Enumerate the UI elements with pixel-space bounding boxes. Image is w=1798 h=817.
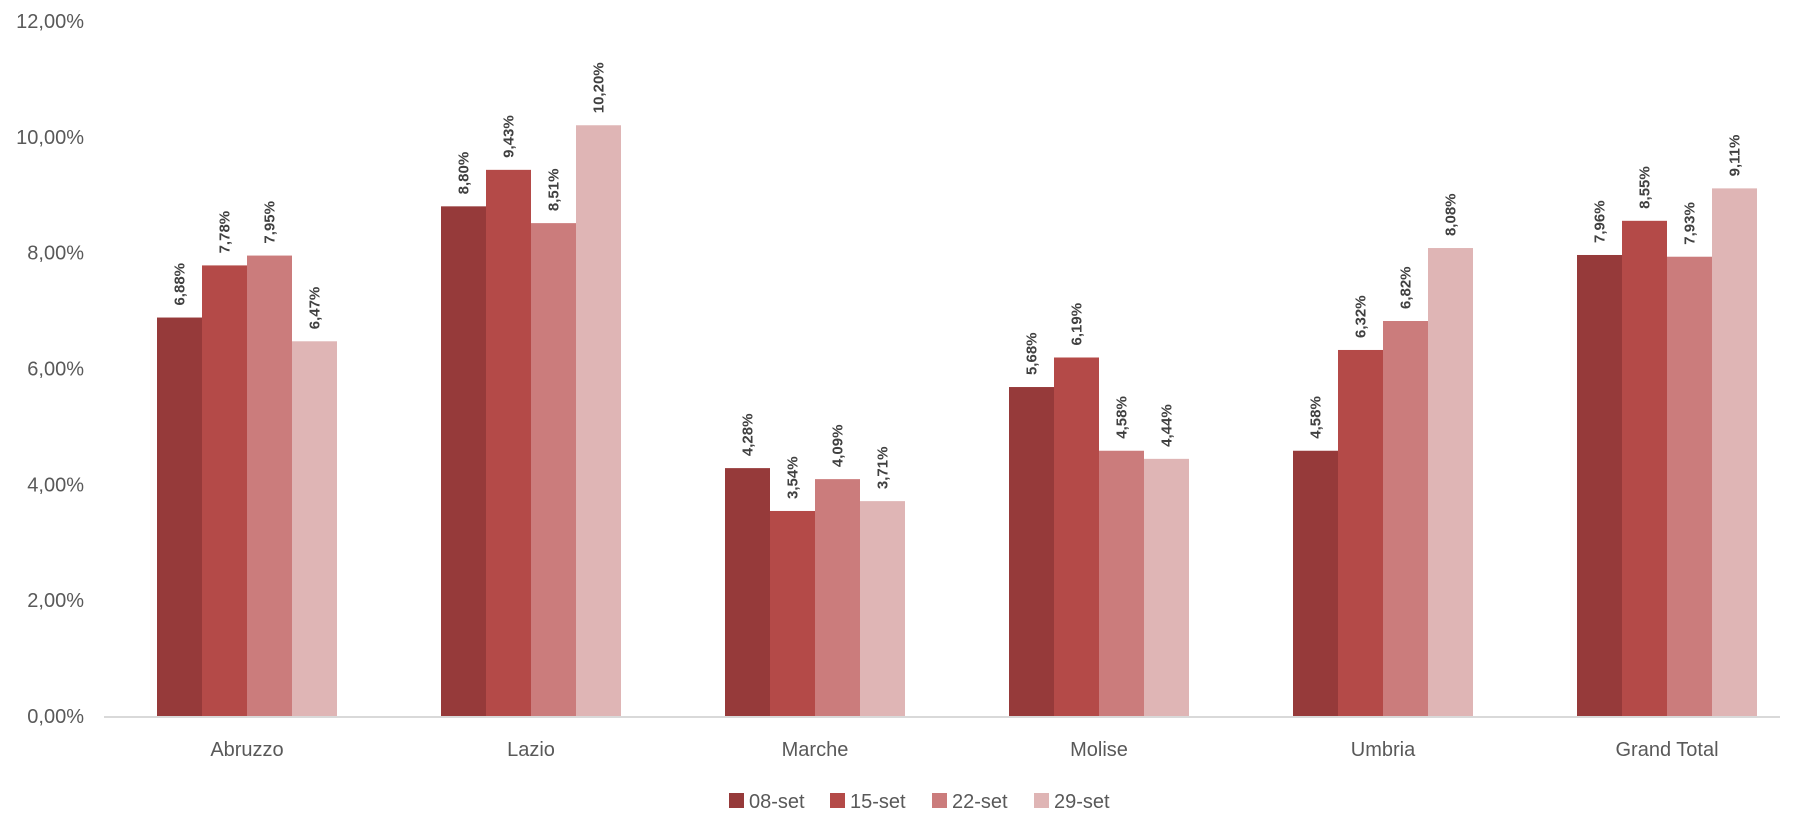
data-label: 5,68%: [1024, 332, 1041, 375]
data-label: 7,96%: [1592, 200, 1609, 243]
x-category-label: Grand Total: [1615, 739, 1718, 761]
legend-swatch: [830, 793, 845, 808]
legend: 08-set 15-set 22-set 29-set: [729, 791, 1110, 813]
legend-swatch: [729, 793, 744, 808]
x-category-label: Umbria: [1351, 739, 1416, 761]
bar-22-set-lazio: [531, 223, 576, 717]
y-tick-label: 12,00%: [16, 11, 84, 33]
bar-29-set-marche: [860, 501, 905, 716]
data-label: 4,44%: [1159, 404, 1176, 447]
x-axis-labels: Abruzzo Lazio Marche Molise Umbria Grand Tota…: [210, 739, 1718, 761]
bar-08-set-grand-total: [1577, 254, 1622, 716]
data-label: 7,78%: [217, 211, 234, 254]
bar-08-set-abruzzo: [157, 317, 202, 716]
data-label: 10,20%: [591, 62, 608, 113]
y-tick-label: 0,00%: [27, 706, 84, 728]
data-label: 8,08%: [1443, 193, 1460, 236]
data-label: 8,51%: [546, 169, 563, 212]
data-label: 7,93%: [1682, 202, 1699, 245]
legend-label: 15-set: [850, 791, 906, 812]
data-label: 3,54%: [785, 456, 802, 499]
data-label: 3,71%: [875, 447, 892, 490]
bar-15-set-lazio: [486, 169, 531, 717]
y-tick-label: 10,00%: [16, 127, 84, 149]
bar-22-set-marche: [815, 479, 860, 716]
data-label: 4,58%: [1114, 396, 1131, 439]
data-label: 6,88%: [172, 263, 189, 306]
legend-label: 22-set: [952, 791, 1008, 812]
x-category-label: Lazio: [507, 739, 555, 761]
x-category-label: Abruzzo: [210, 739, 283, 761]
y-tick-label: 2,00%: [27, 590, 84, 612]
y-tick-label: 6,00%: [27, 359, 84, 381]
data-label: 6,82%: [1398, 266, 1415, 309]
bar-22-set-molise: [1099, 450, 1144, 716]
bar-15-set-umbria: [1338, 349, 1383, 716]
data-label: 6,47%: [307, 287, 324, 330]
bar-08-set-umbria: [1293, 450, 1338, 716]
bar-29-set-umbria: [1428, 248, 1473, 717]
bar-29-set-abruzzo: [292, 341, 337, 716]
bar-08-set-molise: [1009, 387, 1054, 716]
data-label: 4,58%: [1308, 396, 1325, 439]
y-tick-label: 4,00%: [27, 474, 84, 496]
bar-15-set-marche: [770, 510, 815, 716]
bars-group: [157, 125, 1757, 717]
data-label: 9,43%: [501, 115, 518, 158]
y-axis-ticks: 0,00% 2,00% 4,00% 6,00% 8,00% 10,00% 12,00%: [16, 11, 84, 728]
bar-29-set-molise: [1144, 458, 1189, 716]
x-category-label: Marche: [782, 739, 849, 761]
data-label: 9,11%: [1727, 135, 1744, 177]
bar-22-set-umbria: [1383, 321, 1428, 716]
legend-swatch: [1034, 793, 1049, 808]
legend-label: 29-set: [1054, 791, 1110, 812]
bar-08-set-lazio: [441, 206, 486, 717]
legend-swatch: [932, 793, 947, 808]
bar-15-set-grand-total: [1622, 220, 1667, 716]
data-label: 8,55%: [1637, 166, 1654, 209]
data-label: 6,32%: [1353, 295, 1370, 338]
x-category-label: Molise: [1070, 739, 1128, 761]
bar-15-set-molise: [1054, 357, 1099, 716]
bar-08-set-marche: [725, 468, 770, 716]
data-label: 8,80%: [456, 152, 473, 195]
data-label: 7,95%: [262, 201, 279, 244]
data-label: 6,19%: [1069, 303, 1086, 346]
bar-22-set-abruzzo: [247, 255, 292, 716]
data-label: 4,09%: [830, 425, 847, 468]
bar-29-set-lazio: [576, 125, 621, 716]
bar-22-set-grand-total: [1667, 256, 1712, 716]
data-labels-group: 6,88% 7,78% 7,95% 6,47% 8,80% 9,43% 8,51% 10,20…: [172, 62, 1744, 499]
data-label: 4,28%: [740, 414, 757, 457]
y-tick-label: 8,00%: [27, 243, 84, 265]
legend-label: 08-set: [749, 791, 805, 812]
bar-15-set-abruzzo: [202, 265, 247, 716]
bar-29-set-grand-total: [1712, 188, 1757, 717]
